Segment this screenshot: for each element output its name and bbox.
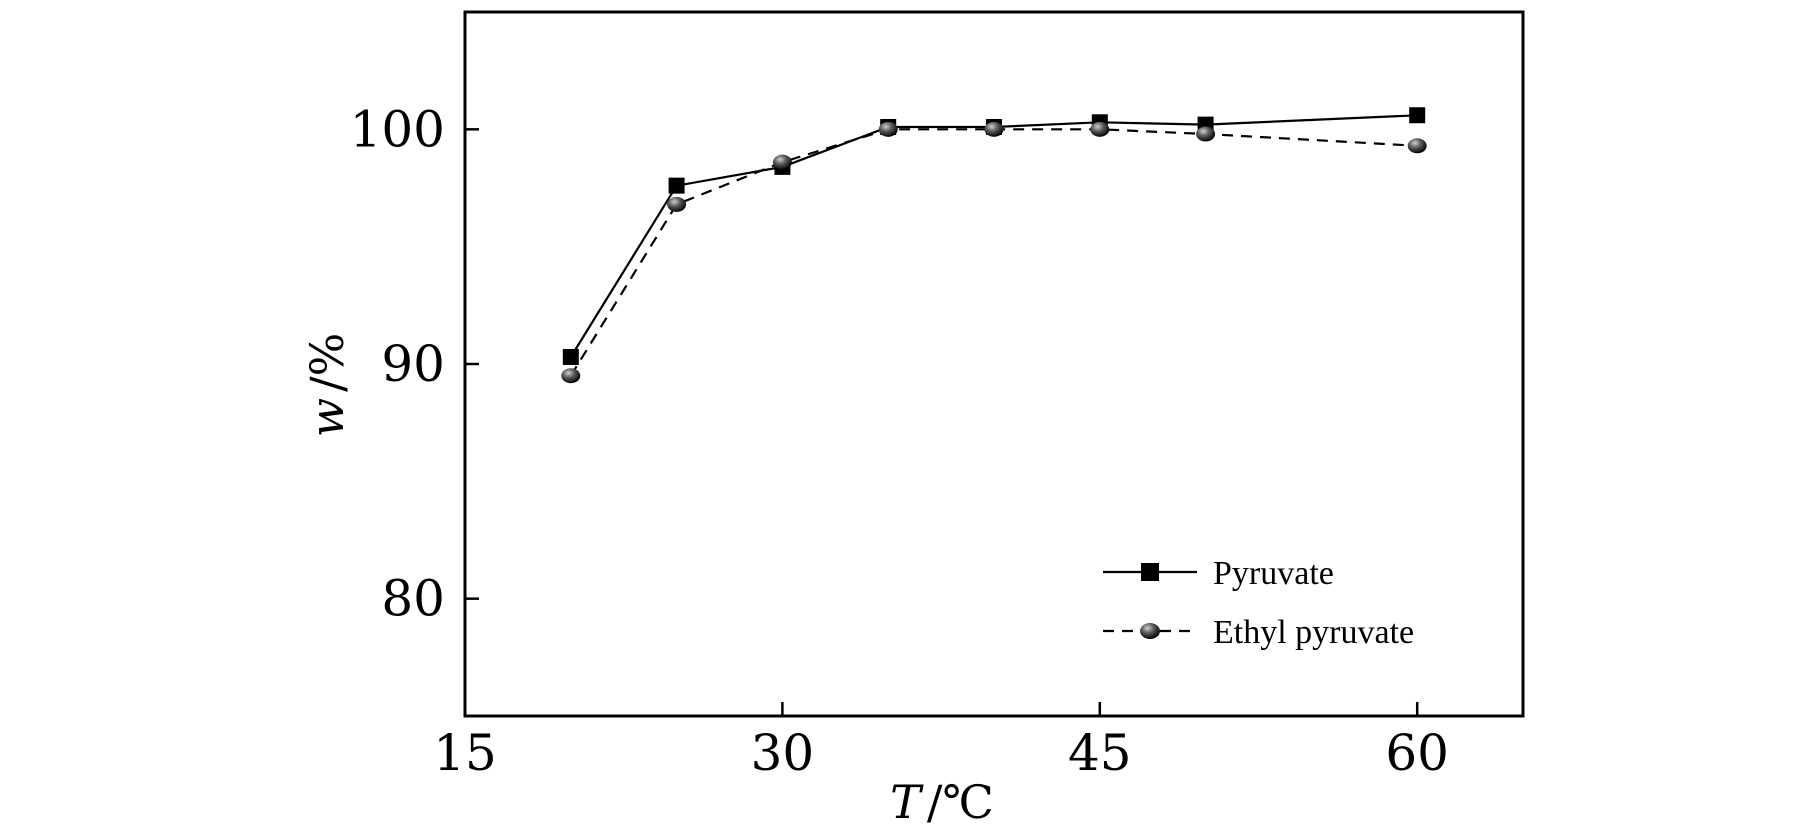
y-axis-unit: /%: [300, 333, 354, 392]
legend-item-pyruvate: Pyruvate: [1103, 555, 1334, 592]
data-point-ethyl-pyruvate: [561, 368, 581, 384]
legend-label-ethyl-pyruvate: Ethyl pyruvate: [1213, 614, 1414, 651]
y-tick-label: 90: [381, 335, 445, 393]
data-point-pyruvate: [1409, 107, 1426, 124]
x-axis-unit: /℃: [927, 775, 994, 827]
data-point-ethyl-pyruvate: [772, 154, 792, 170]
x-axis-variable: T: [890, 775, 924, 827]
x-axis: 15 30 45 60: [433, 702, 1449, 782]
y-axis: 80 90 100: [350, 100, 479, 628]
series-layer: [561, 107, 1427, 384]
legend-marker-ethyl-pyruvate: [1140, 623, 1160, 639]
y-axis-variable: w: [300, 398, 354, 437]
series-line-ethyl-pyruvate: [569, 128, 1418, 377]
data-point-pyruvate: [562, 348, 579, 365]
legend-item-ethyl-pyruvate: Ethyl pyruvate: [1103, 614, 1414, 651]
data-point-pyruvate: [668, 177, 685, 194]
data-point-ethyl-pyruvate: [1407, 138, 1427, 154]
x-axis-title: T/℃: [890, 775, 994, 827]
series-pyruvate: [562, 107, 1426, 365]
legend: Pyruvate Ethyl pyruvate: [1103, 555, 1414, 651]
x-tick-label: 15: [433, 724, 497, 782]
data-point-ethyl-pyruvate: [984, 121, 1004, 137]
x-tick-label: 30: [751, 724, 815, 782]
data-point-ethyl-pyruvate: [667, 196, 687, 212]
legend-label-pyruvate: Pyruvate: [1213, 555, 1334, 592]
legend-marker-pyruvate: [1141, 563, 1159, 581]
y-tick-label: 100: [350, 100, 445, 158]
x-tick-label: 45: [1068, 724, 1132, 782]
series-line-pyruvate: [569, 114, 1418, 358]
data-point-ethyl-pyruvate: [1090, 121, 1110, 137]
series-ethyl-pyruvate: [561, 121, 1427, 384]
data-point-ethyl-pyruvate: [878, 121, 898, 137]
data-point-ethyl-pyruvate: [1196, 126, 1216, 142]
x-tick-label: 60: [1385, 724, 1449, 782]
y-axis-title: w /%: [300, 333, 354, 438]
y-tick-label: 80: [381, 570, 445, 628]
